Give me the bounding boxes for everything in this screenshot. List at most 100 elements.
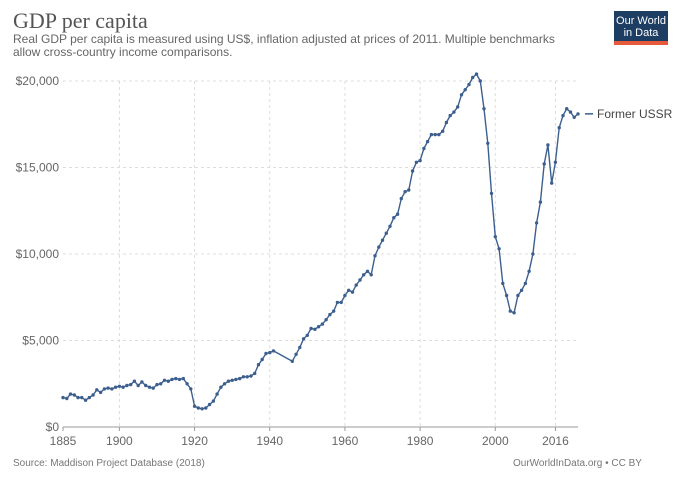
data-point: [519, 288, 524, 292]
data-point: [568, 110, 573, 114]
data-point: [403, 190, 407, 194]
data-point: [493, 235, 497, 239]
x-tick-label: 1900: [106, 434, 133, 448]
source-note: Source: Maddison Project Database (2018): [13, 458, 205, 469]
x-tick-label: 2000: [482, 434, 509, 448]
data-point: [260, 357, 264, 362]
data-point: [456, 105, 460, 109]
data-point: [350, 290, 355, 294]
data-point: [95, 388, 99, 392]
data-point: [219, 385, 223, 389]
data-point: [380, 238, 385, 242]
owid-logo[interactable]: Our World in Data: [614, 11, 668, 45]
data-point: [65, 396, 69, 401]
data-point: [305, 333, 309, 337]
data-point: [204, 406, 208, 410]
data-point: [72, 393, 77, 397]
data-point: [151, 386, 155, 390]
data-point: [159, 382, 163, 386]
data-point: [335, 300, 340, 305]
data-point: [418, 158, 422, 163]
data-point: [501, 281, 505, 286]
data-point: [309, 326, 313, 331]
data-point: [185, 382, 189, 386]
data-point: [316, 325, 321, 329]
data-point: [91, 393, 95, 397]
data-point: [358, 278, 362, 282]
data-point: [504, 293, 509, 298]
data-point: [301, 337, 306, 341]
data-point: [298, 345, 302, 350]
data-point: [444, 120, 449, 125]
data-point: [399, 196, 403, 201]
data-point: [264, 351, 268, 356]
data-point: [80, 395, 84, 400]
data-point: [422, 146, 426, 151]
data-point: [463, 88, 467, 92]
data-point: [106, 386, 110, 390]
data-point: [211, 399, 216, 403]
data-point: [441, 129, 445, 133]
data-point: [196, 406, 200, 410]
data-point: [546, 143, 550, 147]
data-point: [245, 375, 249, 379]
data-point: [471, 75, 475, 80]
data-point: [162, 378, 167, 382]
data-point: [117, 384, 122, 388]
data-point: [553, 160, 558, 164]
logo-line-2: in Data: [623, 27, 659, 39]
data-point: [222, 382, 227, 386]
data-point: [486, 141, 490, 145]
data-point: [324, 318, 328, 322]
data-point: [508, 309, 512, 313]
data-point: [320, 322, 325, 326]
data-point: [249, 374, 253, 378]
data-point: [572, 115, 576, 120]
x-tick-label: 1920: [181, 434, 208, 448]
series-line: [62, 73, 579, 410]
license-note: OurWorldInData.org • CC BY: [513, 458, 642, 469]
data-point: [174, 376, 178, 381]
data-point: [166, 379, 170, 383]
data-point: [76, 395, 80, 400]
data-point: [523, 281, 528, 286]
data-point: [215, 392, 219, 396]
data-point: [538, 200, 543, 204]
data-point: [144, 383, 148, 388]
data-point: [170, 377, 174, 382]
data-point: [181, 376, 185, 381]
data-point: [102, 387, 107, 391]
data-point: [437, 132, 441, 137]
legend-label: Former USSR: [597, 107, 673, 121]
logo-accent-bar: [614, 41, 668, 45]
data-point: [414, 160, 419, 164]
data-point: [189, 387, 193, 391]
data-point: [542, 162, 546, 166]
data-point: [61, 395, 65, 400]
data-point: [238, 376, 242, 381]
y-tick-label: $0: [46, 420, 60, 434]
data-point: [234, 377, 238, 382]
data-point: [121, 385, 125, 389]
data-point: [561, 113, 565, 118]
data-point: [362, 273, 366, 277]
data-point: [177, 377, 182, 382]
data-point: [332, 309, 336, 313]
y-tick-label: $5,000: [22, 334, 59, 348]
data-point: [395, 212, 400, 216]
data-point: [576, 112, 580, 116]
data-point: [429, 132, 434, 137]
data-point: [557, 126, 561, 130]
data-point: [83, 398, 88, 402]
data-point: [226, 379, 231, 383]
x-tick-label: 2016: [542, 434, 569, 448]
data-point: [550, 181, 554, 185]
data-point: [110, 387, 114, 391]
data-point: [268, 350, 272, 355]
x-tick-label: 1980: [407, 434, 434, 448]
data-point: [531, 252, 535, 256]
data-point: [373, 254, 377, 258]
data-point: [452, 110, 456, 114]
data-point: [339, 300, 343, 305]
